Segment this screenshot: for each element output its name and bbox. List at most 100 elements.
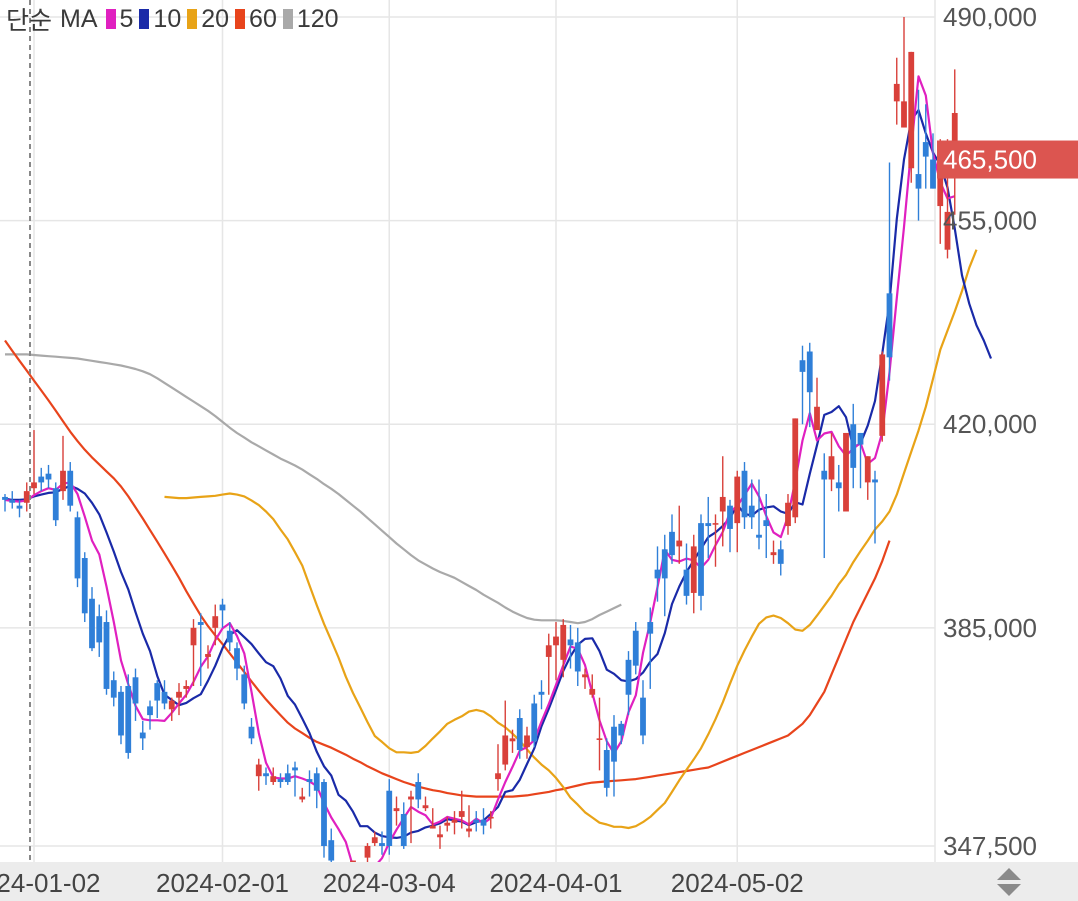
- candle-body: [495, 773, 501, 780]
- candle-body: [23, 491, 30, 503]
- candle-body: [379, 843, 385, 846]
- ma5-period: 5: [119, 4, 134, 33]
- candle-body: [248, 726, 255, 739]
- candle-body: [183, 686, 190, 689]
- candle-body: [487, 816, 494, 819]
- candle-body: [792, 418, 799, 518]
- candle-body: [306, 779, 313, 783]
- candle-body: [516, 718, 523, 751]
- candle-body: [277, 779, 284, 783]
- candle-body: [603, 750, 610, 788]
- candle-body: [886, 293, 893, 358]
- candle-body: [538, 691, 545, 695]
- candle-body: [480, 819, 487, 826]
- candle-body: [96, 616, 103, 643]
- candle-body: [422, 805, 429, 809]
- candle-body: [857, 432, 864, 445]
- candle-body: [951, 112, 958, 160]
- candle-body: [226, 630, 233, 643]
- candle-body: [154, 683, 161, 701]
- candle-body: [879, 354, 886, 436]
- candle-body: [690, 546, 697, 593]
- ma120-swatch: [282, 9, 293, 29]
- candle-body: [458, 811, 465, 817]
- scroll-updown-icon[interactable]: [996, 866, 1022, 898]
- candle-body: [263, 773, 269, 777]
- candle-body: [67, 470, 74, 506]
- candle-body: [31, 482, 37, 489]
- candle-body: [770, 552, 777, 556]
- x-axis-bar[interactable]: [0, 862, 1078, 901]
- candle-body: [313, 773, 320, 791]
- candle-body: [255, 764, 262, 777]
- candle-body: [944, 211, 951, 250]
- candle-body: [872, 479, 878, 483]
- candle-body: [219, 604, 226, 611]
- ma5-swatch: [105, 9, 116, 29]
- candle-body: [712, 523, 719, 525]
- ma10-line: [4, 108, 993, 840]
- candle-body: [799, 360, 806, 372]
- ma20-swatch: [187, 9, 198, 29]
- candle-body: [16, 505, 23, 509]
- candle-body: [74, 517, 81, 579]
- ma-mode-label[interactable]: 단순: [6, 7, 53, 35]
- y-tick-label: 347,500: [943, 831, 1037, 861]
- candle-body: [212, 616, 219, 628]
- candle-body: [110, 680, 117, 698]
- moving-average-lines: [4, 75, 993, 894]
- candle-body: [118, 691, 124, 736]
- candle-body: [893, 83, 900, 102]
- candle-body: [270, 776, 277, 783]
- candle-body: [81, 558, 88, 614]
- candle-body: [814, 406, 820, 431]
- current-price-badge: 465,500: [937, 140, 1078, 179]
- candle-body: [197, 622, 204, 625]
- ma5-line: [4, 75, 956, 894]
- ma20-period: 20: [201, 4, 230, 33]
- candle-body: [705, 523, 712, 527]
- candle-body: [545, 645, 552, 657]
- candle-body: [393, 808, 400, 812]
- ma120-period: 120: [296, 4, 339, 33]
- candle-body: [763, 520, 770, 527]
- candle-body: [553, 636, 559, 646]
- candle-body: [437, 834, 443, 838]
- candle-body: [125, 686, 132, 753]
- candle-body: [386, 790, 393, 846]
- price-badge-box: [937, 140, 1078, 179]
- candle-body: [647, 622, 654, 634]
- candle-body: [371, 837, 378, 844]
- candle-body: [364, 846, 371, 858]
- candle-body: [292, 767, 298, 771]
- candle-body: [161, 691, 168, 704]
- candle-body: [132, 677, 139, 704]
- ma10-swatch: [139, 9, 150, 29]
- candle-body: [915, 174, 922, 189]
- candle-body: [176, 691, 182, 698]
- candle-body: [777, 549, 784, 564]
- ma60-line: [4, 339, 891, 798]
- candle-body: [756, 534, 762, 538]
- y-tick-label: 455,000: [943, 206, 1037, 236]
- ma-legend[interactable]: 단순 MA 5 10 20 60 120: [6, 4, 341, 36]
- ma60-swatch: [235, 9, 246, 29]
- candle-body: [524, 735, 530, 748]
- candle-body: [618, 723, 625, 736]
- candle-body: [661, 549, 668, 579]
- candle-body: [611, 726, 617, 762]
- candle-body: [806, 351, 813, 393]
- candle-body: [531, 703, 538, 742]
- candle-body: [444, 822, 451, 826]
- candle-body: [190, 627, 197, 646]
- candle-body: [103, 622, 110, 689]
- candle-body: [408, 796, 414, 800]
- ma60-period: 60: [249, 4, 277, 33]
- ma120-line: [5, 353, 622, 625]
- candle-body: [168, 700, 175, 710]
- candle-body: [785, 502, 791, 527]
- candle-body: [241, 674, 248, 704]
- candle-body: [625, 659, 632, 695]
- candle-body: [930, 159, 936, 189]
